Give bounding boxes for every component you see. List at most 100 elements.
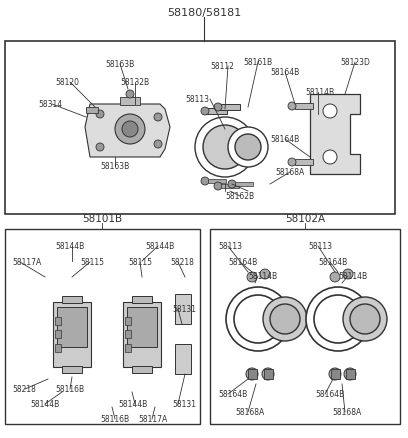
Circle shape	[234, 295, 282, 343]
Text: 58115: 58115	[80, 258, 104, 266]
Circle shape	[344, 368, 356, 380]
Text: 58120: 58120	[55, 78, 79, 87]
Text: 58168A: 58168A	[235, 407, 264, 416]
Text: 58102A: 58102A	[285, 213, 325, 223]
Text: 58144B: 58144B	[145, 241, 174, 251]
Circle shape	[263, 297, 307, 341]
Text: 58164B: 58164B	[228, 258, 257, 266]
Circle shape	[201, 177, 209, 186]
Circle shape	[214, 183, 222, 191]
Bar	[175, 344, 191, 374]
Bar	[295, 104, 313, 110]
Text: 58131: 58131	[172, 399, 196, 408]
Text: 58117A: 58117A	[138, 414, 167, 423]
Bar	[123, 302, 161, 367]
Bar	[53, 302, 91, 367]
Text: 58164B: 58164B	[218, 389, 247, 398]
Bar	[5, 42, 395, 215]
Circle shape	[228, 128, 268, 168]
Bar	[235, 183, 253, 187]
Bar	[125, 344, 131, 352]
Bar	[62, 297, 82, 303]
Circle shape	[306, 287, 370, 351]
Text: 58180/58181: 58180/58181	[167, 8, 241, 18]
Bar	[127, 307, 157, 347]
Text: 58114B: 58114B	[338, 272, 367, 280]
Text: 58314: 58314	[38, 100, 62, 109]
Circle shape	[288, 159, 296, 166]
Bar	[264, 369, 273, 379]
Bar	[208, 180, 226, 184]
Bar	[210, 230, 400, 424]
Circle shape	[122, 122, 138, 138]
Bar	[205, 109, 227, 115]
Text: 58123D: 58123D	[340, 58, 370, 67]
Circle shape	[350, 304, 380, 334]
Circle shape	[288, 103, 296, 111]
Text: 58163B: 58163B	[105, 60, 134, 69]
Circle shape	[246, 368, 258, 380]
Circle shape	[96, 144, 104, 152]
Bar	[62, 366, 82, 373]
Bar	[55, 344, 61, 352]
Circle shape	[203, 126, 247, 170]
Text: 58113: 58113	[185, 95, 209, 104]
Bar	[86, 108, 98, 114]
Circle shape	[323, 105, 337, 119]
Text: 58168A: 58168A	[275, 168, 304, 177]
Text: 58132B: 58132B	[120, 78, 149, 87]
Text: 58162B: 58162B	[225, 191, 254, 201]
Bar	[55, 317, 61, 325]
Text: 58112: 58112	[210, 62, 234, 71]
Bar	[132, 366, 152, 373]
Circle shape	[195, 118, 255, 177]
Bar	[5, 230, 200, 424]
Circle shape	[96, 111, 104, 119]
Text: 58131: 58131	[172, 304, 196, 313]
Text: 58164B: 58164B	[315, 389, 344, 398]
Text: 58144B: 58144B	[118, 399, 147, 408]
Circle shape	[154, 141, 162, 148]
Bar	[132, 297, 152, 303]
Text: 58144B: 58144B	[30, 399, 59, 408]
Text: 58168A: 58168A	[332, 407, 361, 416]
Circle shape	[154, 114, 162, 122]
Circle shape	[329, 368, 341, 380]
Circle shape	[343, 297, 387, 341]
Circle shape	[270, 304, 300, 334]
Bar	[125, 330, 131, 338]
Circle shape	[235, 135, 261, 161]
Circle shape	[330, 272, 340, 283]
Bar	[55, 330, 61, 338]
Text: 58116B: 58116B	[55, 384, 84, 393]
Bar	[331, 369, 340, 379]
Bar	[346, 369, 355, 379]
Bar	[125, 317, 131, 325]
Text: 58116B: 58116B	[100, 414, 129, 423]
Text: 58144B: 58144B	[55, 241, 84, 251]
Circle shape	[314, 295, 362, 343]
Text: 58114B: 58114B	[305, 88, 334, 97]
Text: 58164B: 58164B	[318, 258, 347, 266]
Bar	[248, 369, 257, 379]
Bar	[120, 98, 140, 106]
Text: 58114B: 58114B	[248, 272, 277, 280]
Text: 58218: 58218	[12, 384, 36, 393]
Bar	[175, 294, 191, 324]
Circle shape	[262, 368, 274, 380]
Circle shape	[115, 115, 145, 145]
Text: 58115: 58115	[128, 258, 152, 266]
Circle shape	[343, 269, 353, 279]
Text: 58113: 58113	[308, 241, 332, 251]
Text: 58218: 58218	[170, 258, 194, 266]
Bar	[57, 307, 87, 347]
Polygon shape	[85, 105, 170, 158]
Text: 58163B: 58163B	[100, 162, 129, 171]
Text: 58101B: 58101B	[82, 213, 122, 223]
Bar	[218, 105, 240, 111]
Text: 58117A: 58117A	[12, 258, 41, 266]
Bar	[221, 184, 239, 189]
Circle shape	[226, 287, 290, 351]
Text: 58164B: 58164B	[270, 135, 299, 144]
Circle shape	[228, 180, 236, 189]
